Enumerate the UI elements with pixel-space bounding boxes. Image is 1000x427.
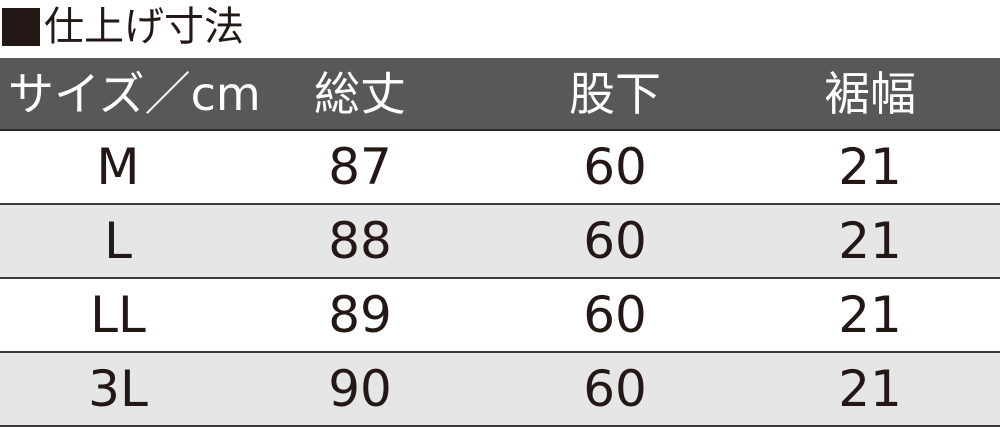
cell-hem-width: 21 (838, 286, 902, 344)
cell-inseam: 60 (583, 286, 647, 344)
cell-hem-width: 21 (838, 212, 902, 270)
table-row: LL 89 60 21 (0, 279, 1000, 353)
cell-size: LL (90, 286, 146, 344)
table-row: 3L 90 60 21 (0, 353, 1000, 427)
cell-total-length: 89 (328, 286, 392, 344)
cell-total-length: 90 (328, 360, 392, 418)
cell-inseam: 60 (583, 360, 647, 418)
header-size: サイズ／cm (8, 66, 261, 121)
size-table: サイズ／cm 総丈 股下 裾幅 M 87 60 21 L 88 60 21 LL… (0, 58, 1000, 427)
cell-size: 3L (88, 360, 148, 418)
table-row: L 88 60 21 (0, 205, 1000, 279)
square-bullet-icon (2, 8, 40, 46)
cell-size: L (104, 212, 132, 270)
table-header-row: サイズ／cm 総丈 股下 裾幅 (0, 58, 1000, 131)
cell-inseam: 60 (583, 212, 647, 270)
cell-total-length: 88 (328, 212, 392, 270)
cell-hem-width: 21 (838, 138, 902, 196)
header-total-length: 総丈 (314, 66, 406, 121)
table-row: M 87 60 21 (0, 131, 1000, 205)
section-title: 仕上げ寸法 (2, 2, 244, 52)
cell-inseam: 60 (583, 138, 647, 196)
cell-size: M (96, 138, 140, 196)
section-title-text: 仕上げ寸法 (44, 4, 244, 50)
cell-total-length: 87 (328, 138, 392, 196)
header-hem-width: 裾幅 (824, 66, 916, 121)
cell-hem-width: 21 (838, 360, 902, 418)
header-inseam: 股下 (569, 66, 661, 121)
